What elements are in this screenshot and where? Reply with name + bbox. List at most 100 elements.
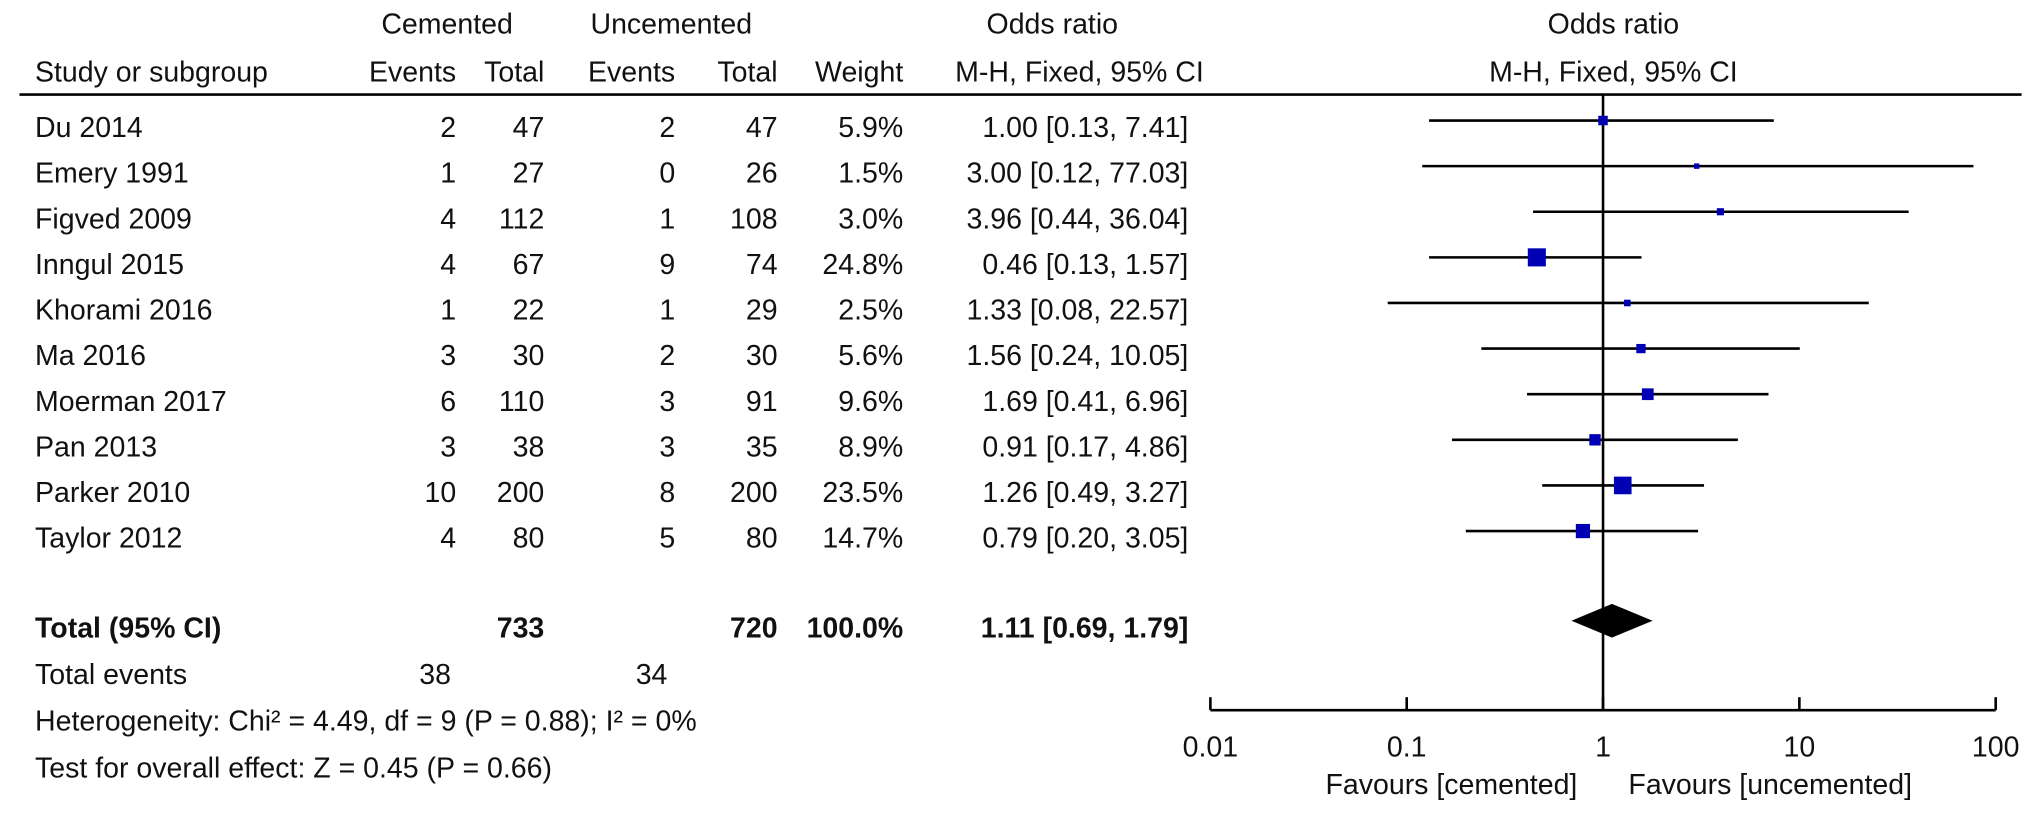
table-cell: 9 <box>659 249 675 281</box>
total-cell: 100.0% <box>807 612 904 644</box>
overall-effect: Test for overall effect: Z = 0.45 (P = 0… <box>35 752 552 784</box>
favours-label: Favours [cemented] <box>1325 769 1577 801</box>
column-header: Events <box>588 56 675 88</box>
total-cell: 733 <box>497 612 545 644</box>
table-cell: 38 <box>513 431 545 463</box>
total-events: 34 <box>636 659 668 691</box>
effect-square <box>1641 388 1654 401</box>
table-cell: 6 <box>440 386 456 418</box>
table-cell: 0.79 [0.20, 3.05] <box>982 523 1188 555</box>
study-name: Figved 2009 <box>35 203 192 235</box>
study-name: Moerman 2017 <box>35 386 227 418</box>
table-cell: 108 <box>730 203 778 235</box>
table-cell: 67 <box>513 249 545 281</box>
total-cell: 1.11 [0.69, 1.79] <box>981 612 1189 644</box>
column-header: Odds ratio <box>1548 8 1679 40</box>
table-cell: 47 <box>513 112 545 144</box>
table-cell: 5.9% <box>838 112 903 144</box>
table-cell: 112 <box>499 203 544 235</box>
study-name: Parker 2010 <box>35 477 190 509</box>
column-header: M-H, Fixed, 95% CI <box>1489 56 1738 88</box>
table-cell: 1 <box>659 295 675 327</box>
x-tick-label: 0.01 <box>1183 732 1238 764</box>
table-cell: 74 <box>746 249 778 281</box>
table-cell: 3 <box>440 431 456 463</box>
effect-square <box>1527 248 1546 267</box>
study-name: Ma 2016 <box>35 340 146 372</box>
table-cell: 200 <box>497 477 545 509</box>
table-cell: 3.96 [0.44, 36.04] <box>966 203 1188 235</box>
table-cell: 10 <box>424 477 456 509</box>
effect-square <box>1589 434 1601 446</box>
table-cell: 0.91 [0.17, 4.86] <box>982 431 1188 463</box>
table-cell: 8 <box>659 477 675 509</box>
total-name: Total (95% CI) <box>35 612 221 644</box>
x-tick-label: 0.1 <box>1387 732 1427 764</box>
table-cell: 4 <box>440 523 456 555</box>
table-cell: 4 <box>440 203 456 235</box>
table-cell: 1.5% <box>838 158 903 190</box>
table-cell: 27 <box>513 158 545 190</box>
table-cell: 3 <box>440 340 456 372</box>
table-cell: 47 <box>746 112 778 144</box>
study-name: Taylor 2012 <box>35 523 182 555</box>
table-cell: 1 <box>440 295 456 327</box>
table-cell: 1.69 [0.41, 6.96] <box>982 386 1188 418</box>
study-name: Du 2014 <box>35 112 143 144</box>
column-header: Odds ratio <box>987 8 1118 40</box>
table-cell: 0.46 [0.13, 1.57] <box>982 249 1188 281</box>
total-cell: 720 <box>730 612 778 644</box>
table-cell: 2 <box>659 340 675 372</box>
effect-square <box>1613 476 1632 495</box>
column-header: Events <box>369 56 456 88</box>
table-cell: 5 <box>659 523 675 555</box>
table-cell: 29 <box>746 295 778 327</box>
column-header: Weight <box>815 56 903 88</box>
table-cell: 1.26 [0.49, 3.27] <box>982 477 1188 509</box>
effect-square <box>1636 343 1646 354</box>
x-tick-label: 1 <box>1595 732 1611 764</box>
column-header: Total <box>717 56 777 88</box>
table-cell: 23.5% <box>822 477 903 509</box>
table-cell: 30 <box>513 340 545 372</box>
table-cell: 80 <box>513 523 545 555</box>
table-cell: 2 <box>440 112 456 144</box>
group-header: Cemented <box>381 8 513 40</box>
table-cell: 1.00 [0.13, 7.41] <box>982 112 1188 144</box>
table-cell: 3.00 [0.12, 77.03] <box>966 158 1188 190</box>
table-cell: 2.5% <box>838 295 903 327</box>
table-cell: 14.7% <box>822 523 903 555</box>
group-header: Uncemented <box>590 8 752 40</box>
effect-square <box>1693 163 1700 169</box>
table-cell: 1 <box>659 203 675 235</box>
table-cell: 91 <box>746 386 778 418</box>
study-name: Khorami 2016 <box>35 295 212 327</box>
table-cell: 24.8% <box>822 249 903 281</box>
table-cell: 200 <box>730 477 778 509</box>
effect-square <box>1716 208 1724 216</box>
total-events-label: Total events <box>35 659 187 691</box>
table-cell: 1 <box>440 158 456 190</box>
study-name: Emery 1991 <box>35 158 189 190</box>
study-name: Inngul 2015 <box>35 249 184 281</box>
table-cell: 3.0% <box>838 203 903 235</box>
table-cell: 4 <box>440 249 456 281</box>
table-cell: 3 <box>659 431 675 463</box>
table-cell: 30 <box>746 340 778 372</box>
column-header: Total <box>484 56 544 88</box>
heterogeneity: Heterogeneity: Chi² = 4.49, df = 9 (P = … <box>35 706 697 738</box>
table-cell: 9.6% <box>838 386 903 418</box>
table-cell: 1.33 [0.08, 22.57] <box>966 295 1188 327</box>
total-events: 38 <box>419 659 451 691</box>
study-name: Pan 2013 <box>35 431 157 463</box>
table-cell: 110 <box>499 386 544 418</box>
favours-label: Favours [uncemented] <box>1628 769 1912 801</box>
table-cell: 35 <box>746 431 778 463</box>
x-tick-label: 100 <box>1972 732 2020 764</box>
table-cell: 2 <box>659 112 675 144</box>
table-cell: 22 <box>513 295 545 327</box>
table-cell: 80 <box>746 523 778 555</box>
effect-square <box>1598 115 1608 126</box>
table-cell: 8.9% <box>838 431 903 463</box>
